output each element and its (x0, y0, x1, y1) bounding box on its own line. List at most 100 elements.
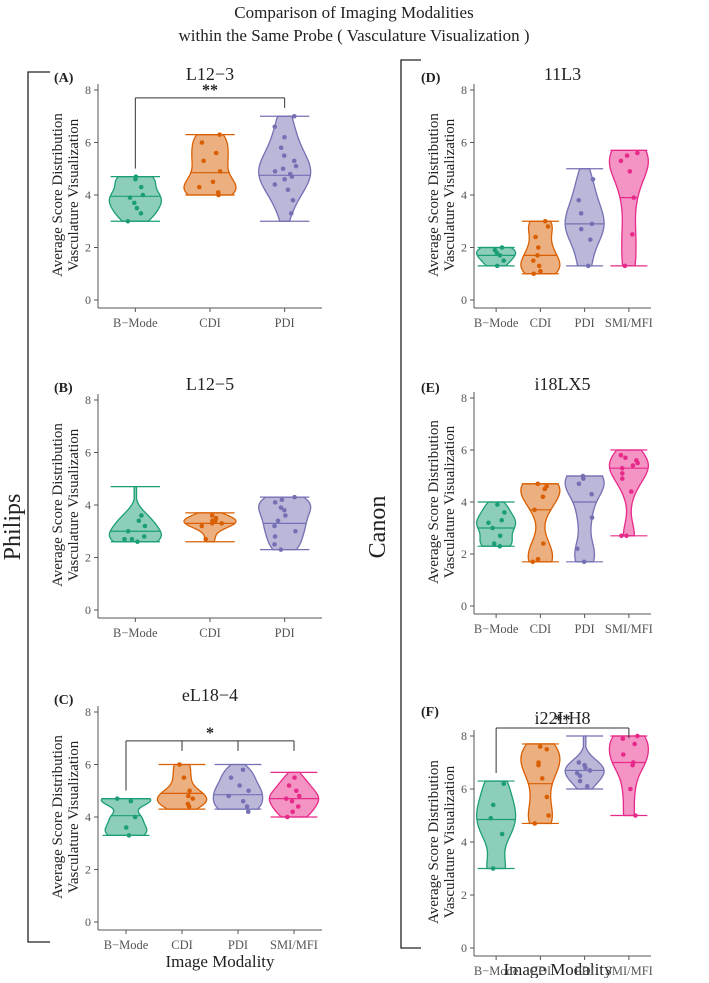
data-point (133, 174, 139, 179)
data-point (210, 518, 215, 524)
violin-smimfi (608, 449, 650, 539)
philips-group-label: Philips (0, 494, 26, 561)
data-point (292, 494, 297, 500)
data-point (289, 798, 295, 804)
violin-bmode (108, 485, 162, 545)
data-point (619, 533, 624, 539)
data-point (286, 783, 292, 788)
panel-4: (D) 11L3 0 2 4 6 8 Average Score Distribution Va… (421, 64, 653, 330)
panel-label: (A) (54, 71, 74, 86)
data-point (213, 515, 219, 521)
violin-bmode (100, 796, 152, 838)
x-tick-label: CDI (530, 622, 552, 636)
data-point (635, 733, 640, 739)
figure-title-line1: Comparison of Imaging Modalities (234, 3, 473, 22)
violin-pdi (258, 494, 312, 552)
data-point (619, 471, 625, 476)
x-tick-label: PDI (575, 964, 595, 978)
data-point (186, 793, 191, 799)
y-tick-label: 0 (461, 941, 467, 955)
data-point (142, 523, 148, 529)
violin-body (475, 780, 517, 870)
data-point (530, 559, 536, 565)
violin-smimfi (608, 733, 650, 818)
data-point (502, 510, 507, 515)
data-point (185, 801, 191, 807)
violin-pdi (564, 168, 605, 269)
data-point (219, 521, 224, 526)
y-tick-label: 6 (461, 782, 467, 796)
y-axis-title-line1: Average Score Distribution (426, 113, 442, 277)
panel-title: i18LX5 (535, 374, 591, 394)
data-point (497, 253, 503, 258)
data-point (291, 158, 297, 164)
x-tick-label: B−Mode (474, 316, 519, 330)
data-point (495, 502, 500, 507)
x-axis-label-right: Image Modality (503, 960, 613, 978)
data-point (545, 224, 551, 229)
data-point (272, 182, 278, 187)
significance-label: ** (555, 712, 571, 729)
data-point (125, 528, 131, 534)
data-point (199, 140, 205, 145)
data-point (492, 247, 498, 253)
data-point (633, 813, 638, 818)
panel-title: eL18−4 (182, 685, 238, 705)
data-point (278, 145, 284, 151)
data-point (536, 263, 542, 269)
violin-body (564, 475, 605, 563)
x-tick-label: B−Mode (474, 622, 519, 636)
data-point (129, 536, 135, 542)
x-tick-label: PDI (575, 316, 595, 330)
x-tick-label: B−Mode (113, 316, 158, 330)
data-point (619, 465, 625, 471)
data-point (131, 200, 137, 206)
y-tick-label: 8 (85, 83, 91, 97)
y-tick-label: 8 (461, 391, 467, 405)
canon-bracket (400, 59, 421, 949)
data-point (290, 197, 296, 203)
data-point (272, 542, 277, 547)
data-point (580, 473, 586, 479)
y-tick-label: 8 (461, 83, 467, 97)
data-point (139, 513, 144, 518)
data-point (584, 784, 590, 789)
canon-group-label: Canon (365, 496, 391, 559)
y-tick-label: 0 (85, 293, 91, 307)
data-point (486, 520, 491, 526)
y-tick-label: 0 (85, 915, 91, 929)
y-tick-label: 2 (461, 241, 467, 255)
violin-body (608, 149, 650, 267)
data-point (574, 770, 580, 776)
data-point (490, 802, 496, 808)
data-point (620, 476, 625, 481)
data-point (490, 525, 495, 531)
violin-bmode (108, 174, 162, 224)
data-point (624, 153, 630, 158)
panel-3: (C) eL18−4 0 2 4 6 8 Average Score Distribution… (50, 685, 322, 952)
data-point (532, 507, 537, 513)
data-point (575, 546, 580, 552)
y-tick-label: 2 (461, 888, 467, 902)
data-point (627, 169, 633, 174)
data-point (501, 258, 507, 263)
data-point (533, 234, 538, 240)
y-tick-label: 0 (85, 603, 91, 617)
data-point (494, 263, 500, 269)
data-point (217, 169, 223, 174)
data-point (544, 746, 550, 752)
panel-1: (A) L12−3 0 2 4 6 8 Average Score Distribution V… (50, 64, 322, 330)
violin-smimfi (268, 771, 320, 820)
data-point (578, 226, 584, 232)
data-point (577, 778, 583, 784)
violin-body (564, 168, 605, 267)
y-tick-label: 4 (85, 498, 91, 512)
data-point (285, 187, 291, 193)
data-point (246, 788, 251, 794)
x-tick-label: CDI (530, 964, 552, 978)
data-point (237, 783, 242, 788)
violin-bmode (475, 780, 517, 871)
violin-body (608, 449, 650, 537)
violin-body (564, 735, 605, 790)
data-point (245, 809, 251, 815)
